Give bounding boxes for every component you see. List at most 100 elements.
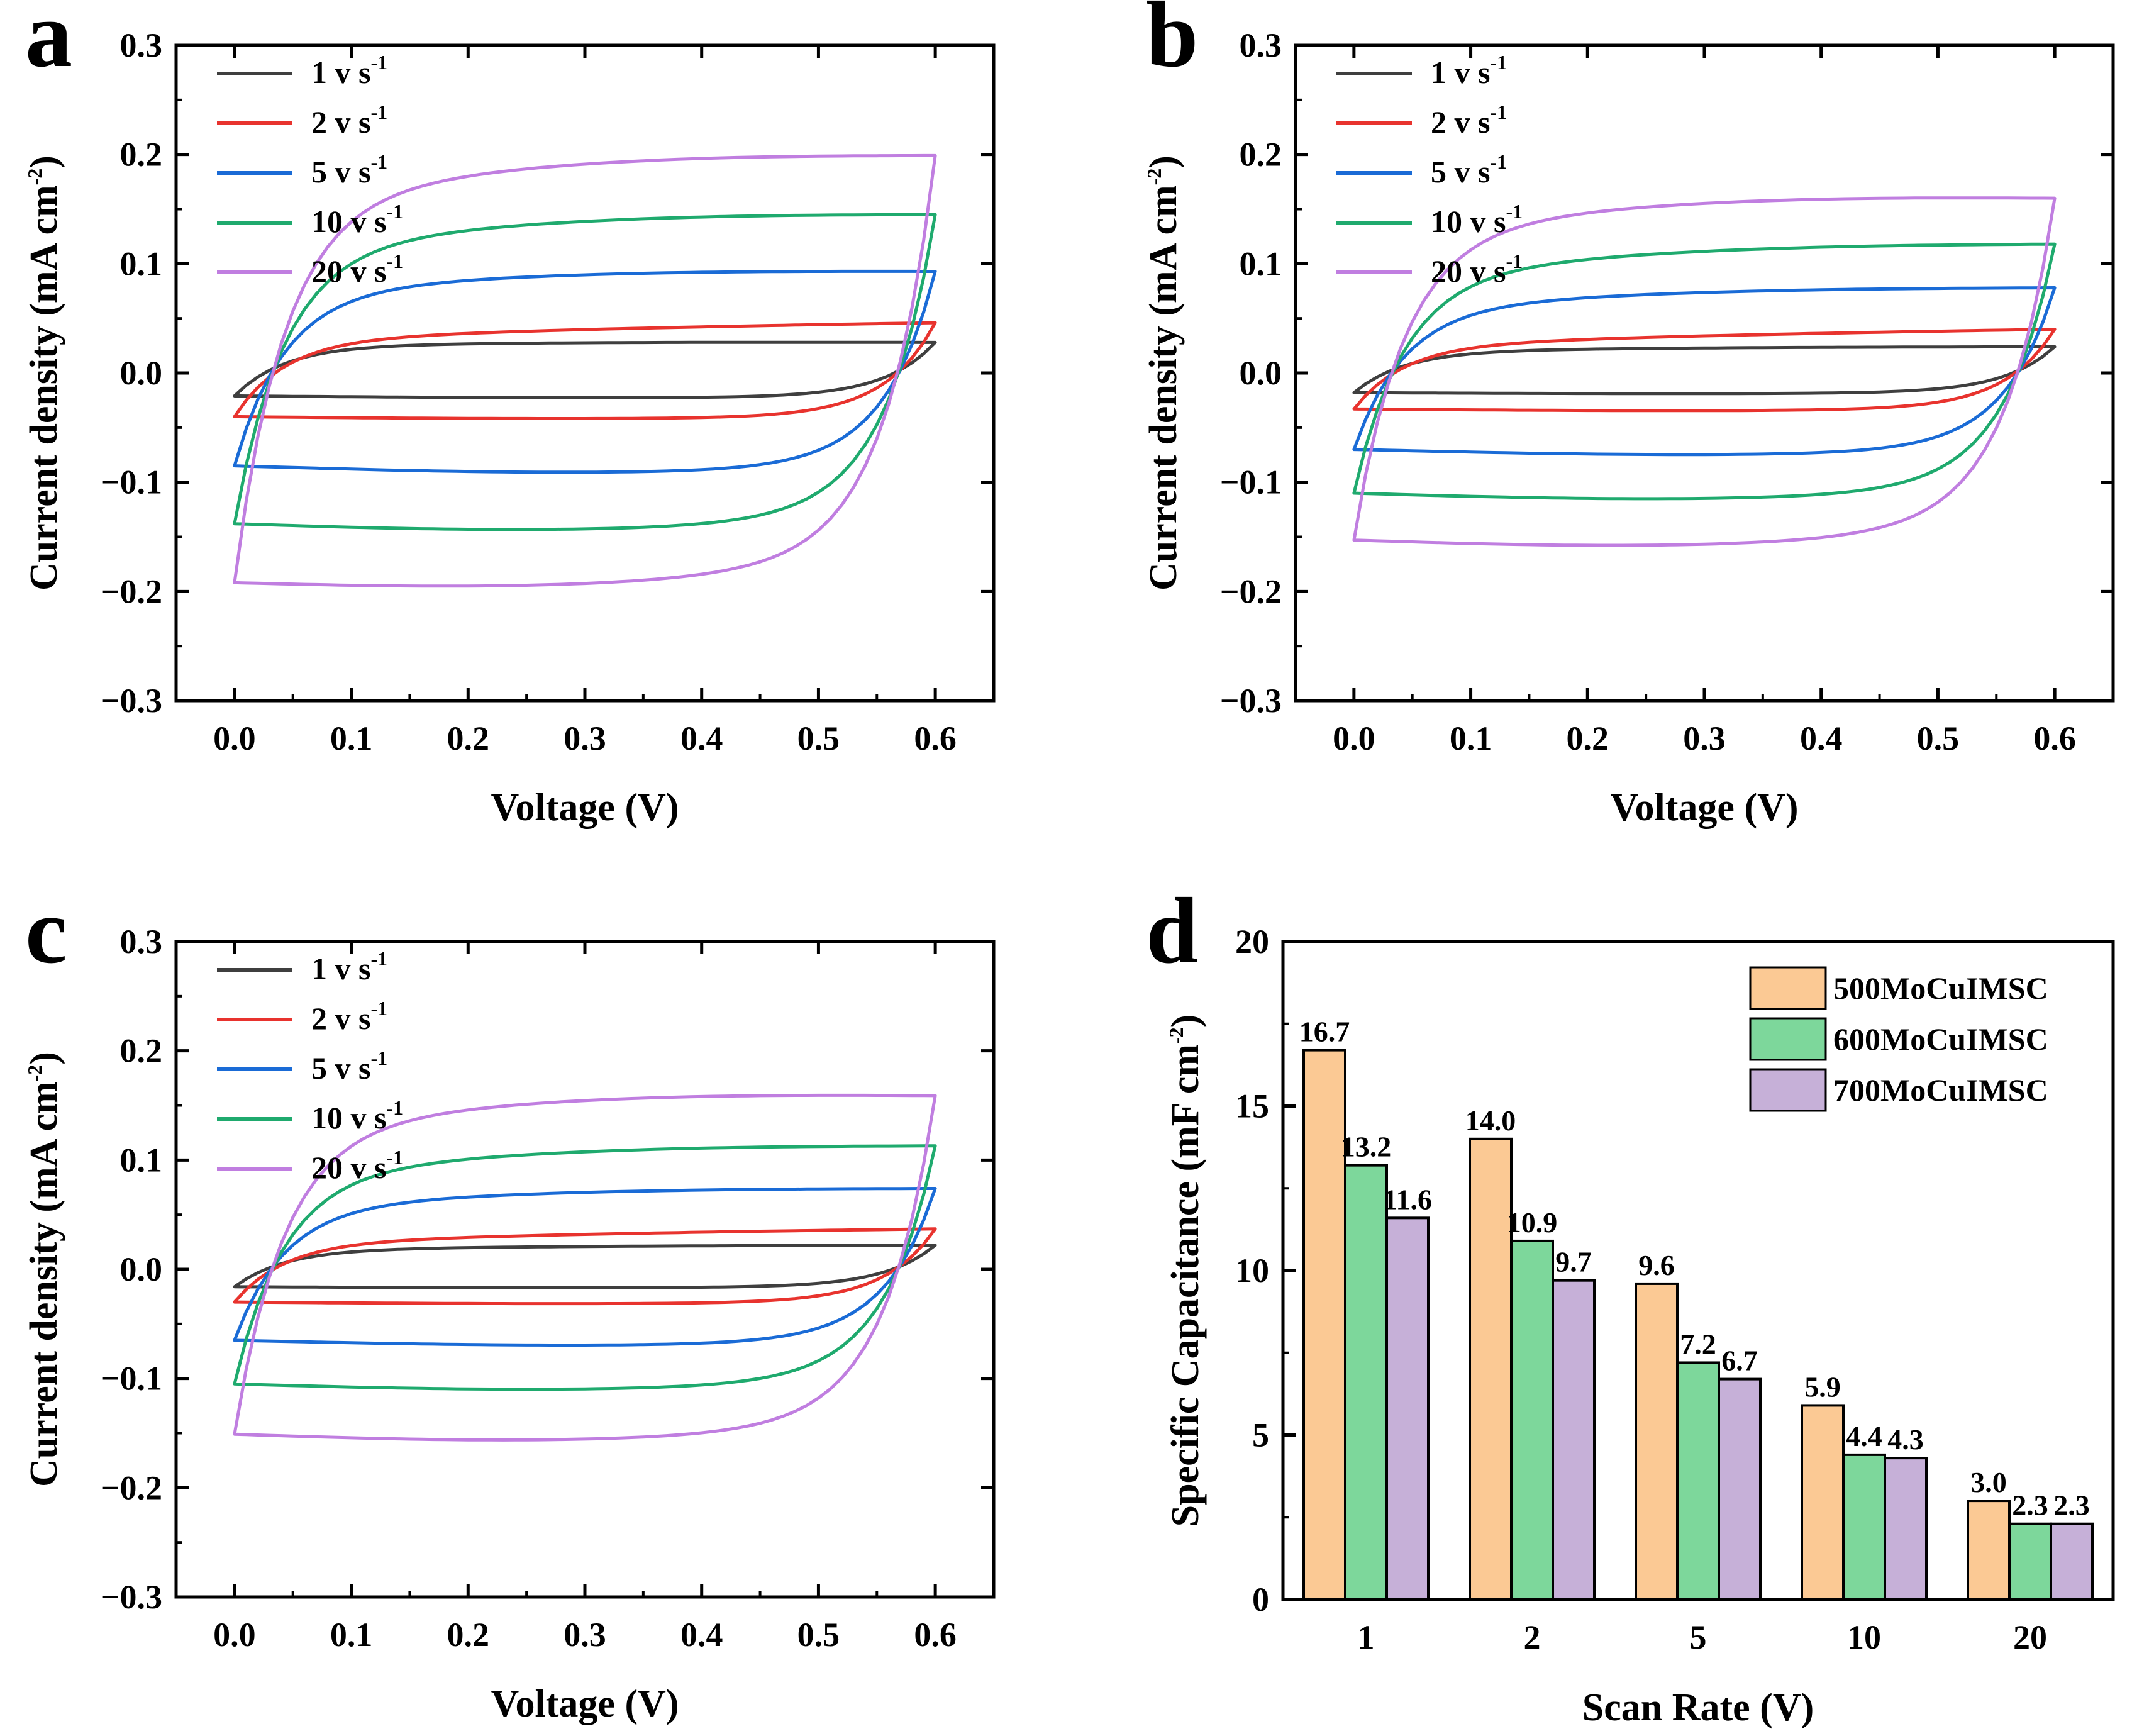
- panel-letter-b: b: [1146, 0, 1198, 87]
- x-tick-label: 0.1: [1450, 720, 1492, 757]
- bar-value-label: 9.7: [1555, 1246, 1592, 1278]
- bar-600MoCuIMSC-10: [1842, 1453, 1886, 1601]
- legend-label: 20 v s-1: [311, 1146, 403, 1185]
- legend-label: 600MoCuIMSC: [1833, 1021, 2048, 1057]
- legend-label-sup: -1: [1490, 101, 1507, 123]
- legend-label-sup: -1: [386, 1096, 403, 1119]
- y-tick-label: 0.2: [1240, 136, 1282, 174]
- y-axis-label-main: Current density (mA cm: [23, 185, 65, 591]
- x-axis-label: Voltage (V): [1610, 786, 1798, 829]
- x-tick-label: 0.2: [1567, 720, 1609, 757]
- y-axis-label-sup: -2: [1143, 169, 1165, 186]
- x-tick-label: 0.4: [680, 720, 723, 757]
- y-tick-label: 0.0: [1240, 354, 1282, 392]
- legend-label-sup: -1: [370, 997, 387, 1020]
- x-tick-label: 0.1: [330, 720, 373, 757]
- legend-label-main: 5 v s: [311, 154, 370, 189]
- y-tick-label: 0.0: [120, 354, 163, 392]
- y-axis-label-main: Current density (mA cm: [23, 1081, 65, 1487]
- y-axis-label-sup: -2: [23, 1065, 46, 1082]
- cv-curve-2-v-s: [233, 321, 937, 420]
- y-tick-label: 0.2: [120, 1032, 163, 1070]
- bar-600MoCuIMSC-20: [2008, 1522, 2052, 1601]
- y-tick-label: 15: [1235, 1088, 1269, 1125]
- x-tick-label: 0.4: [680, 1616, 723, 1654]
- bar-panel-d: d 20 15 10 5 0 1 16.7 13.2 11.6 2 14.0 10.9 9.7 5 9.6 7.…: [1146, 879, 2115, 1729]
- legend-label: 10 v s-1: [1431, 200, 1523, 239]
- legend-label: 1 v s-1: [1431, 51, 1507, 90]
- legend-label-main: 1 v s: [311, 951, 370, 986]
- y-tick-label: −0.2: [101, 1469, 162, 1506]
- legend-swatch: [1749, 966, 1827, 1010]
- y-axis-label-tail: ): [1164, 1015, 1207, 1028]
- cv-curve-5-v-s: [233, 269, 937, 474]
- legend-label-main: 20 v s: [311, 253, 386, 289]
- bar-500MoCuIMSC-20: [1967, 1500, 2011, 1601]
- bar-value-label: 2.3: [2053, 1489, 2090, 1522]
- y-tick-label: −0.3: [101, 1578, 162, 1616]
- x-tick-label: 5: [1690, 1618, 1707, 1656]
- cv-panel-b: b 0.0 0.1 0.2 0.3 0.4 0.5 0.6 0.3 0.2 0.1 0.0 −0.1 −0…: [1142, 0, 2115, 829]
- bar-value-label: 14.0: [1465, 1104, 1516, 1137]
- bar-600MoCuIMSC-2: [1510, 1239, 1554, 1601]
- y-axis-label: Specific Capacitance (mF cm-2): [1164, 1015, 1207, 1527]
- legend-label: 20 v s-1: [311, 250, 403, 289]
- bar-value-label: 11.6: [1383, 1183, 1432, 1215]
- x-tick-label: 1: [1358, 1618, 1375, 1656]
- bar-600MoCuIMSC-5: [1676, 1361, 1720, 1601]
- cv-curve-20-v-s: [233, 153, 937, 588]
- bar-700MoCuIMSC-1: [1385, 1216, 1430, 1601]
- legend-label-main: 5 v s: [311, 1050, 370, 1086]
- cv-curve-20-v-s: [1352, 196, 2057, 547]
- bar-500MoCuIMSC-1: [1302, 1049, 1346, 1601]
- legend-label-sup: -1: [370, 51, 387, 74]
- y-axis-label-tail: ): [23, 1052, 65, 1065]
- legend-swatch: [1749, 1068, 1827, 1112]
- y-tick-label: −0.2: [101, 572, 162, 610]
- y-tick-label: 0.1: [120, 245, 163, 282]
- legend-label-sup: -1: [386, 200, 403, 223]
- x-tick-label: 0.2: [447, 1616, 490, 1654]
- x-tick-label: 0.0: [1333, 720, 1375, 757]
- y-tick-label: −0.2: [1220, 572, 1282, 610]
- bar-700MoCuIMSC-5: [1718, 1377, 1762, 1601]
- y-tick-label: 0.3: [120, 26, 163, 64]
- legend-label-main: 20 v s: [311, 1150, 386, 1185]
- x-tick-label: 10: [1847, 1618, 1881, 1656]
- cv-curve-1-v-s: [233, 1244, 937, 1289]
- bar-value-label: 2.3: [2012, 1489, 2048, 1522]
- bar-value-label: 4.4: [1846, 1420, 1882, 1452]
- x-tick-label: 2: [1524, 1618, 1541, 1656]
- bar-500MoCuIMSC-5: [1635, 1282, 1679, 1601]
- bar-700MoCuIMSC-10: [1884, 1457, 1928, 1601]
- legend-label-sup: -1: [370, 947, 387, 970]
- bar-value-label: 4.3: [1887, 1423, 1924, 1455]
- cv-curve-1-v-s: [1352, 345, 2057, 396]
- x-axis-label: Scan Rate (V): [1582, 1686, 1814, 1729]
- x-tick-label: 0.0: [213, 1616, 256, 1654]
- legend-label: 2 v s-1: [1431, 101, 1507, 140]
- panel-letter-c: c: [25, 879, 67, 983]
- y-tick-label: 20: [1235, 923, 1269, 960]
- bar-value-label: 16.7: [1299, 1016, 1350, 1048]
- y-axis-label-tail: ): [23, 155, 65, 169]
- y-axis-label: Current density (mA cm-2): [23, 155, 65, 591]
- cv-curve-10-v-s: [233, 1144, 937, 1391]
- legend-label-main: 2 v s: [1431, 104, 1490, 140]
- x-tick-label: 0.5: [1917, 720, 1960, 757]
- cv-curve-2-v-s: [233, 1227, 937, 1306]
- cv-panel-a: a 0.0 0.1 0.2 0.3 0.4 0.5 0.6 0.3 0.2 0.1 0.0 −0.1 −0…: [23, 0, 996, 829]
- legend-label-sup: -1: [386, 1146, 403, 1169]
- x-axis-label: Voltage (V): [491, 786, 679, 829]
- legend-label-main: 1 v s: [311, 55, 370, 90]
- legend-label-sup: -1: [370, 1047, 387, 1069]
- y-axis-label-sup: -2: [1165, 1027, 1187, 1044]
- cv-curve-5-v-s: [233, 1187, 937, 1347]
- legend-label: 5 v s-1: [311, 1047, 387, 1086]
- legend-label-main: 2 v s: [311, 104, 370, 140]
- x-tick-label: 0.4: [1800, 720, 1843, 757]
- legend-label-main: 20 v s: [1431, 253, 1506, 289]
- legend-label: 1 v s-1: [311, 51, 387, 90]
- legend-label-sup: -1: [370, 101, 387, 123]
- legend-label: 10 v s-1: [311, 200, 403, 239]
